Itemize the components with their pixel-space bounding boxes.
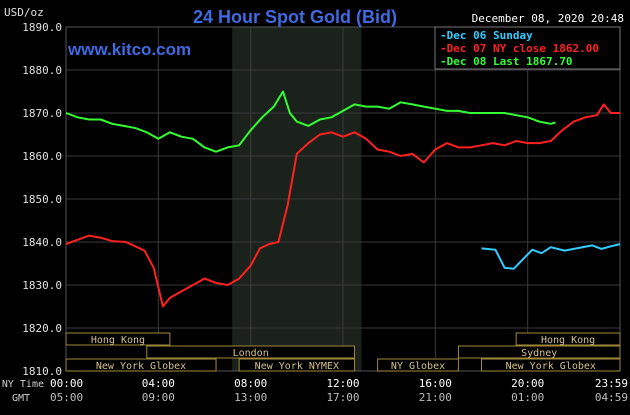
x-tick-label-gmt: 05:00 bbox=[50, 391, 83, 404]
x-tick-label-ny: 16:00 bbox=[419, 377, 452, 390]
market-session-bar bbox=[457, 345, 621, 359]
market-session-bar bbox=[65, 332, 171, 346]
market-session-label: Hong Kong bbox=[91, 335, 145, 346]
market-sessions-layer: Hong Kong London New York Globex New York N… bbox=[65, 332, 621, 372]
y-tick-label: 1840.0 bbox=[22, 236, 62, 249]
y-tick-label: 1880.0 bbox=[22, 64, 62, 77]
x-tick-label-gmt: 17:00 bbox=[326, 391, 359, 404]
grid-layer bbox=[65, 26, 621, 372]
market-session-bar bbox=[146, 345, 356, 359]
x-tick-label-gmt: 01:00 bbox=[511, 391, 544, 404]
market-session-bar bbox=[481, 358, 621, 372]
x-tick-label-ny: 04:00 bbox=[142, 377, 175, 390]
market-session-label: New York Globex bbox=[506, 361, 596, 372]
market-session-label: New York Globex bbox=[96, 361, 186, 372]
axis-layer: 1810.0 1820.0 1830.0 1840.0 1850.0 1860.0 1870… bbox=[22, 21, 628, 404]
y-tick-label: 1870.0 bbox=[22, 107, 62, 120]
x-tick-label-gmt: 04:59 bbox=[595, 391, 628, 404]
market-session-bar bbox=[515, 332, 621, 346]
brand-link[interactable]: www.kitco.com bbox=[67, 40, 191, 59]
x-tick-label-ny: 20:00 bbox=[511, 377, 544, 390]
chart-title: 24 Hour Spot Gold (Bid) bbox=[193, 7, 397, 27]
x-tick-label-ny: 23:59 bbox=[595, 377, 628, 390]
market-session-label: Sydney bbox=[521, 348, 557, 359]
ny-time-label: NY Time bbox=[2, 379, 44, 390]
series-line-2 bbox=[65, 90, 556, 153]
x-tick-label-ny: 12:00 bbox=[326, 377, 359, 390]
series-line-0 bbox=[481, 243, 621, 270]
market-session-label: London bbox=[233, 348, 269, 359]
market-session-label: Hong Kong bbox=[541, 335, 595, 346]
y-tick-label: 1810.0 bbox=[22, 365, 62, 378]
y-tick-label: 1830.0 bbox=[22, 279, 62, 292]
unit-label: USD/oz bbox=[4, 6, 44, 19]
x-tick-label-gmt: 21:00 bbox=[419, 391, 452, 404]
x-tick-label-ny: 08:00 bbox=[234, 377, 267, 390]
series-line-1 bbox=[65, 103, 620, 308]
market-session-label: NY Globex bbox=[391, 361, 445, 372]
gmt-label: GMT bbox=[12, 393, 30, 404]
y-tick-label: 1820.0 bbox=[22, 322, 62, 335]
y-tick-label: 1860.0 bbox=[22, 150, 62, 163]
legend-item-0: -Dec 06 Sunday bbox=[440, 29, 533, 42]
x-tick-label-gmt: 13:00 bbox=[234, 391, 267, 404]
market-session-bar bbox=[65, 358, 217, 372]
legend-box bbox=[434, 26, 621, 70]
market-session-label: New York NYMEX bbox=[255, 361, 339, 372]
market-session-bar bbox=[377, 358, 459, 372]
market-session-bar bbox=[238, 358, 356, 372]
y-tick-label: 1890.0 bbox=[22, 21, 62, 34]
series-layer bbox=[65, 90, 621, 308]
legend-item-2: -Dec 08 Last 1867.70 bbox=[440, 55, 572, 68]
x-tick-label-gmt: 09:00 bbox=[142, 391, 175, 404]
legend-item-1: -Dec 07 NY close 1862.00 bbox=[440, 42, 599, 55]
legend: -Dec 06 Sunday-Dec 07 NY close 1862.00-D… bbox=[434, 26, 621, 70]
timestamp: December 08, 2020 20:48 bbox=[472, 12, 624, 25]
y-tick-label: 1850.0 bbox=[22, 193, 62, 206]
x-tick-label-ny: 00:00 bbox=[50, 377, 83, 390]
